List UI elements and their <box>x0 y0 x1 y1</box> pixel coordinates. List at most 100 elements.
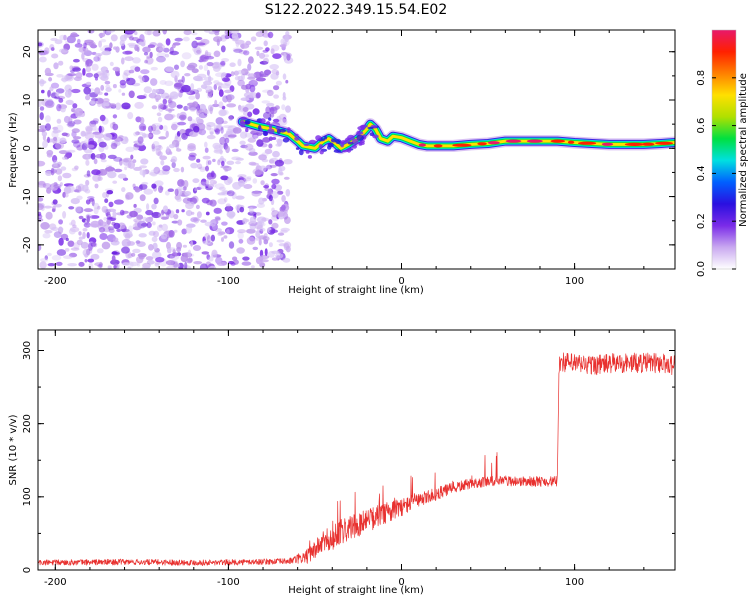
noise-blob <box>204 85 213 92</box>
noise-blob <box>225 145 230 154</box>
noise-blob <box>283 176 290 180</box>
noise-blob <box>44 100 55 108</box>
signal-blob <box>240 116 248 121</box>
noise-blob <box>237 229 247 234</box>
snr-y-ticks: 0 100 200 300 <box>22 341 675 573</box>
noise-blob <box>204 50 209 56</box>
noise-blob <box>221 160 225 167</box>
noise-blob <box>218 101 224 109</box>
signal-hotspot <box>567 140 575 144</box>
noise-blob <box>134 101 144 109</box>
noise-blob <box>213 36 223 43</box>
noise-blob <box>58 227 64 232</box>
colorbar: 0.0 0.2 0.4 0.6 0.8 Normalized spectral ampl… <box>696 29 749 277</box>
noise-blob <box>95 154 104 159</box>
noise-blob <box>262 236 270 242</box>
snr-x-ticks: -200 -100 0 100 <box>44 330 645 588</box>
noise-blob <box>201 104 206 112</box>
noise-blob <box>152 242 158 250</box>
noise-blob <box>252 178 258 184</box>
noise-blob <box>87 258 95 263</box>
noise-blob <box>65 99 74 105</box>
noise-blob <box>226 210 236 218</box>
noise-blob <box>152 221 156 226</box>
noise-blob <box>226 128 233 136</box>
noise-blob <box>284 216 291 224</box>
noise-blob <box>250 265 255 269</box>
noise-blob <box>162 98 167 105</box>
noise-blob <box>83 42 87 49</box>
noise-blob <box>272 150 280 158</box>
spectrogram-frame <box>37 29 676 270</box>
noise-blob <box>85 153 93 160</box>
noise-blob <box>204 51 212 56</box>
signal-blob <box>294 133 299 137</box>
noise-blob <box>113 199 124 205</box>
noise-blob <box>43 223 48 230</box>
noise-blob <box>223 197 228 203</box>
noise-blob <box>161 223 168 232</box>
colorbar-tick-label: 0.0 <box>696 261 707 277</box>
signal-blob <box>318 144 323 149</box>
noise-blob <box>109 61 114 67</box>
noise-blob <box>236 70 245 75</box>
noise-blob <box>164 80 174 87</box>
noise-blob <box>213 50 221 58</box>
noise-blob <box>166 265 176 269</box>
noise-blob <box>196 87 203 92</box>
noise-blob <box>90 253 100 260</box>
noise-blob <box>56 118 62 124</box>
noise-blob <box>55 261 63 266</box>
noise-blob <box>269 164 277 168</box>
noise-blob <box>86 170 91 177</box>
noise-blob <box>196 211 202 219</box>
noise-blob <box>237 58 242 67</box>
noise-blob <box>213 80 220 85</box>
noise-blob <box>228 115 233 122</box>
noise-blob <box>112 114 118 119</box>
noise-blob <box>263 40 268 47</box>
noise-blob <box>143 52 149 56</box>
noise-blob <box>44 47 50 55</box>
noise-blob <box>151 105 158 110</box>
noise-blob <box>49 86 54 92</box>
noise-blob <box>279 44 287 48</box>
noise-blob <box>193 216 200 224</box>
noise-blob <box>204 147 209 153</box>
noise-blob <box>173 213 179 220</box>
noise-blob <box>82 231 86 239</box>
noise-blob <box>173 261 178 268</box>
noise-blob <box>67 121 76 127</box>
noise-blob <box>242 256 250 261</box>
noise-blob <box>210 234 215 242</box>
noise-blob <box>68 116 73 124</box>
noise-blob <box>192 245 202 251</box>
noise-blob <box>271 183 277 190</box>
spectrogram-y-tick-label: -20 <box>22 237 33 253</box>
noise-blob <box>126 241 135 246</box>
spectrogram-y-ticks: -20 -10 0 10 20 <box>22 45 675 270</box>
noise-blob <box>202 155 211 160</box>
noise-blob <box>207 183 214 188</box>
noise-blob <box>234 76 241 81</box>
noise-blob <box>226 103 237 108</box>
colorbar-tick-label: 0.2 <box>696 213 707 229</box>
noise-blob <box>162 205 169 213</box>
noise-blob <box>129 261 139 267</box>
spectrogram-y-tick-label: 0 <box>22 145 33 151</box>
snr-x-tick-label: -200 <box>44 577 67 588</box>
noise-blob <box>263 57 269 64</box>
noise-blob <box>206 134 216 140</box>
noise-blob <box>198 181 207 190</box>
noise-blob <box>85 94 91 101</box>
noise-blob <box>212 142 221 150</box>
noise-blob <box>224 34 230 40</box>
noise-blob <box>49 44 55 51</box>
noise-blob <box>58 60 64 66</box>
noise-blob <box>226 94 232 103</box>
noise-blob <box>47 136 50 144</box>
noise-blob <box>74 206 82 213</box>
noise-blob <box>151 251 162 259</box>
noise-blob <box>254 46 264 50</box>
noise-blob <box>83 208 94 212</box>
